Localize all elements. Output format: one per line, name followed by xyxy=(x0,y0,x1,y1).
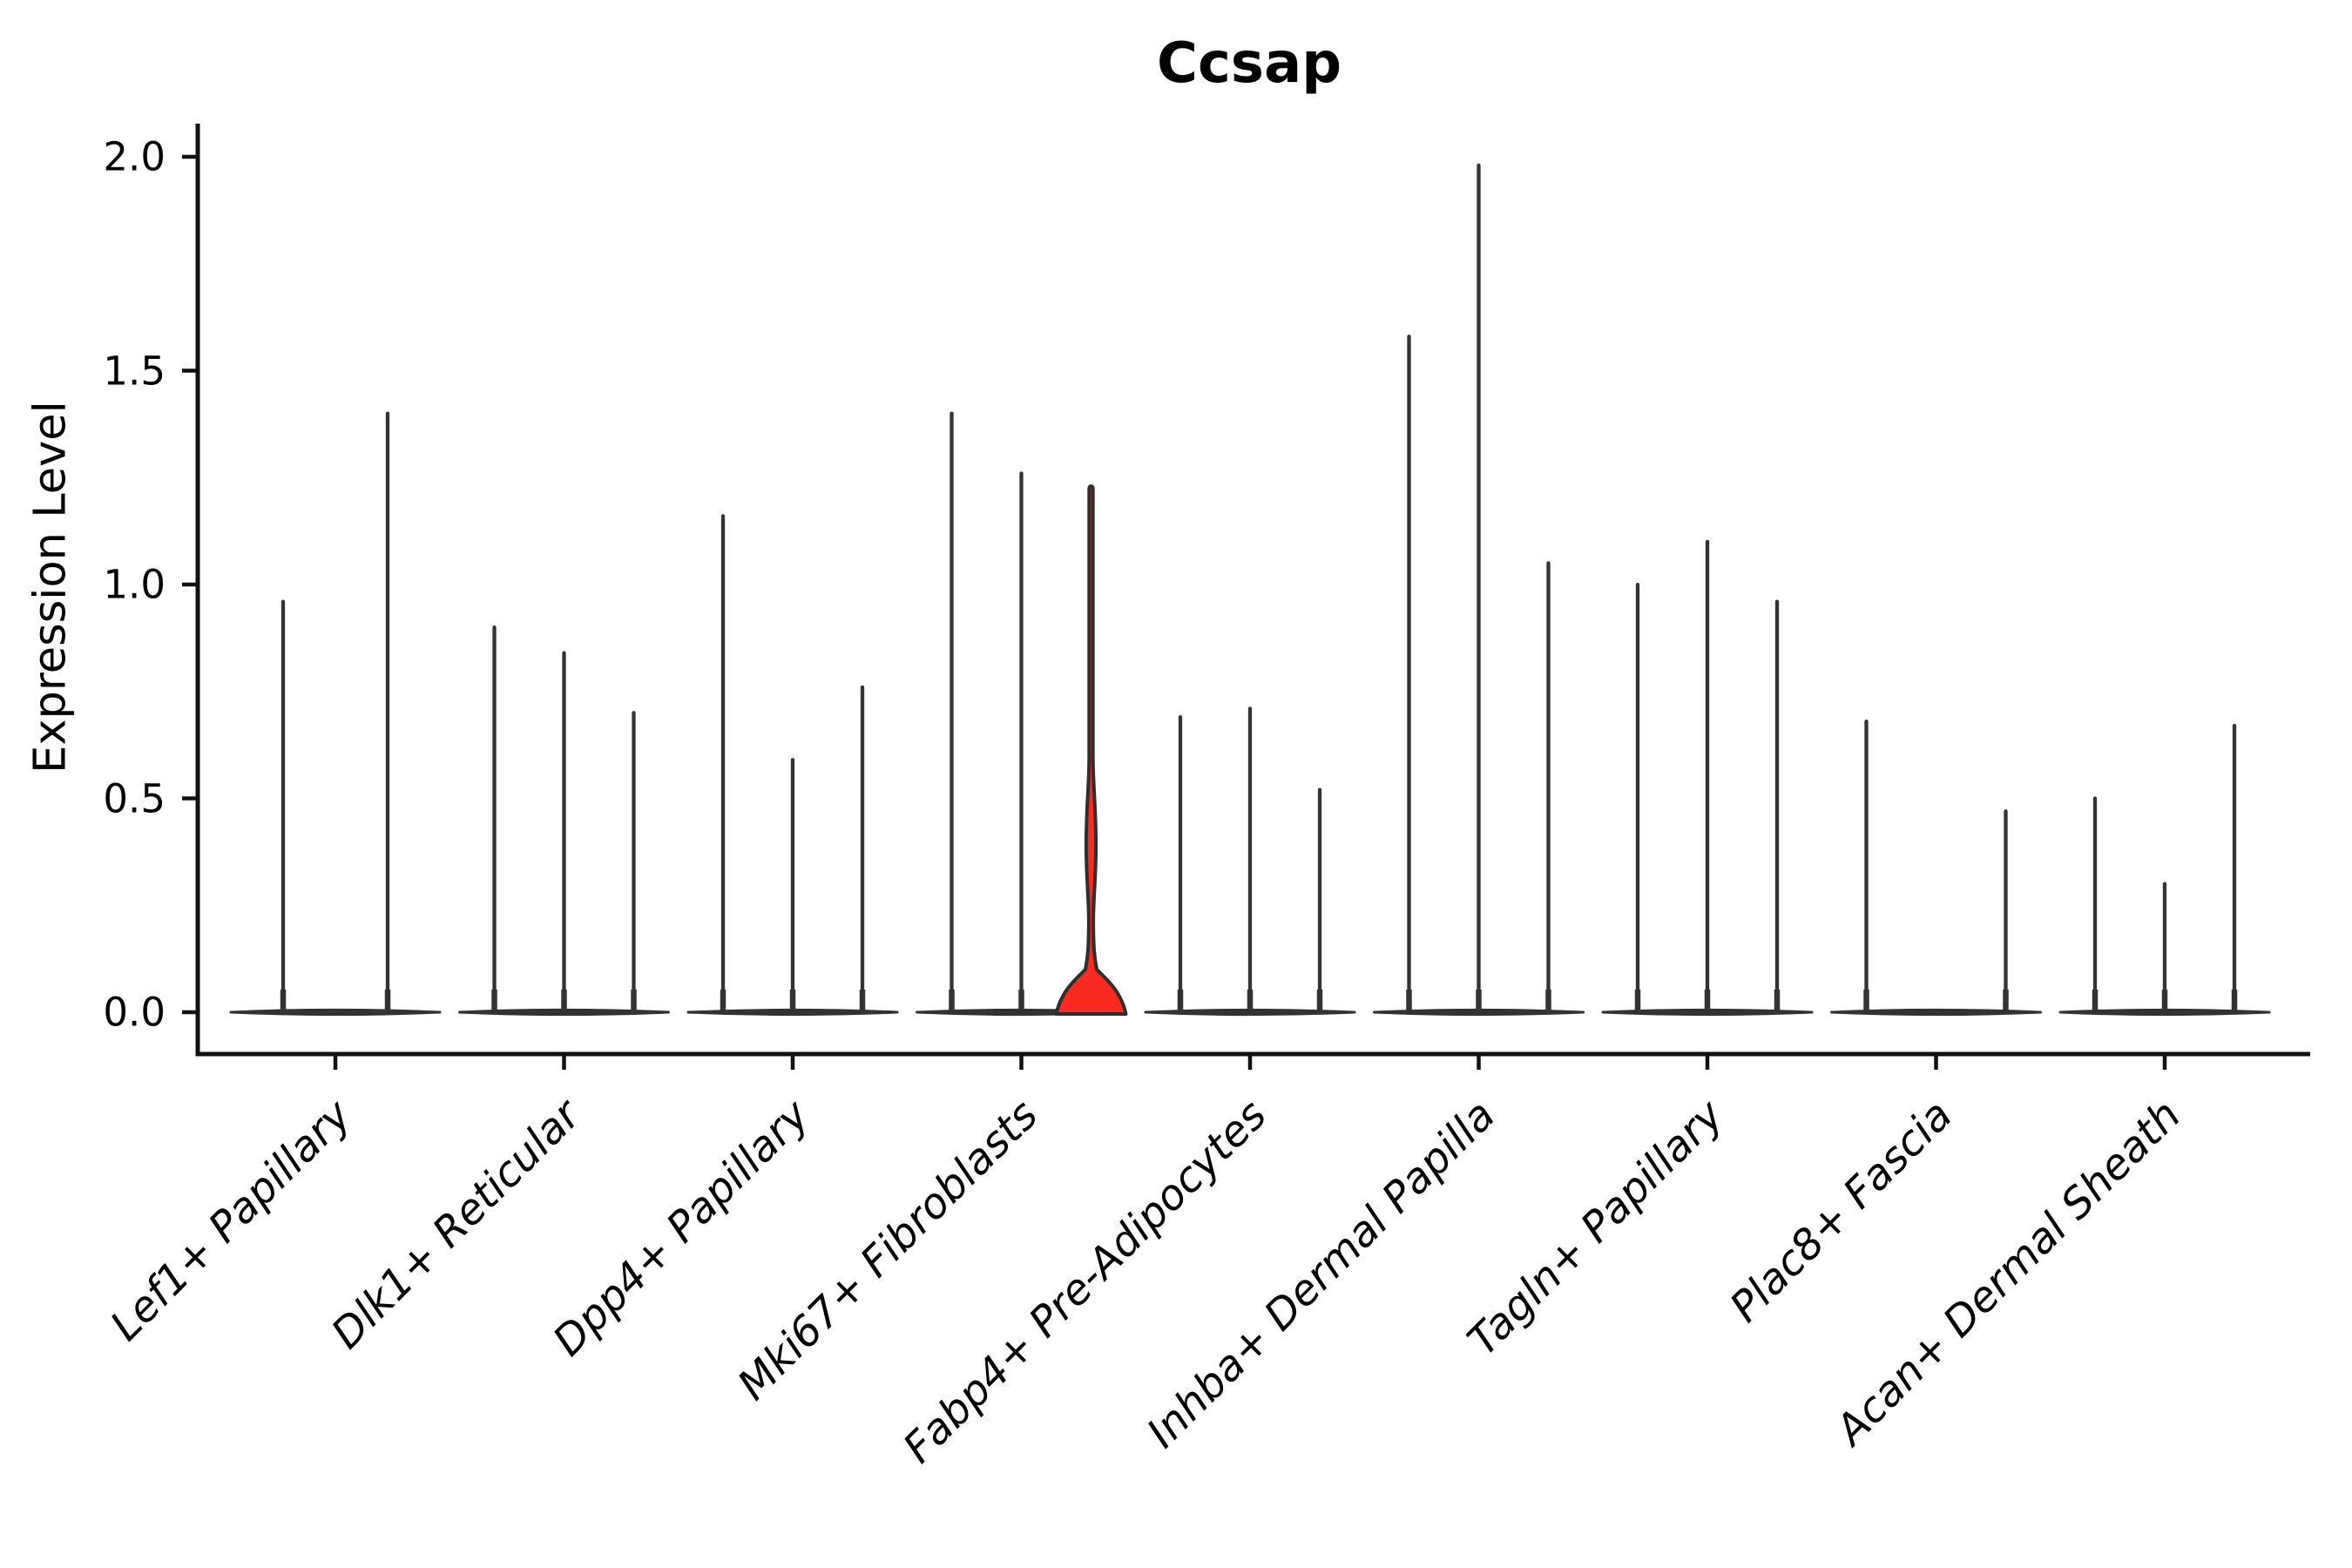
violin-baseline xyxy=(229,1008,442,1017)
y-tick-label: 0.5 xyxy=(103,775,166,821)
highlight-violin xyxy=(1054,484,1128,1016)
y-tick-label: 1.0 xyxy=(103,561,166,608)
chart-title: Ccsap xyxy=(1157,31,1342,96)
violin-baseline xyxy=(1830,1008,2042,1017)
y-tick-label: 2.0 xyxy=(103,133,166,180)
y-tick-label: 1.5 xyxy=(103,348,166,394)
y-tick-label: 0.0 xyxy=(103,989,166,1036)
